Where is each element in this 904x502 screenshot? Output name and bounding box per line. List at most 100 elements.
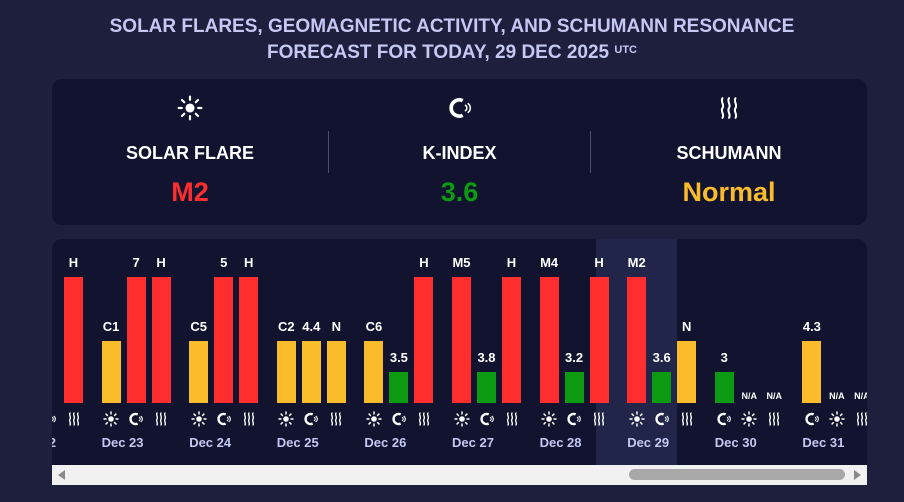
waves-icon [504, 411, 520, 427]
bar-value-label: M2 [627, 255, 646, 270]
bar-value-label: 7 [132, 255, 140, 270]
bar-value-label: M4 [540, 255, 559, 270]
summary-divider [328, 131, 329, 173]
magnet-icon [303, 411, 319, 427]
scroll-right-arrow-icon[interactable] [854, 470, 861, 480]
waves-icon [591, 95, 867, 121]
sun-icon [52, 95, 328, 121]
forecast-bar [239, 277, 259, 403]
title-date: FORECAST FOR TODAY, 29 DEC 2025 [267, 42, 610, 63]
day-date-label: Dec 26 [364, 435, 407, 450]
sun-icon [103, 411, 119, 427]
bar-value-label: C5 [190, 319, 207, 334]
horizontal-scrollbar[interactable] [52, 465, 867, 485]
k-index-label: K-INDEX [422, 143, 497, 163]
bar-value-label: 3 [720, 350, 728, 365]
magnet-icon [329, 95, 590, 121]
day-date-label: Dec 22 [52, 435, 56, 450]
schumann-label: SCHUMANN [676, 143, 782, 163]
title-line-1: SOLAR FLARES, GEOMAGNETIC ACTIVITY, AND … [109, 16, 795, 37]
waves-icon [66, 411, 82, 427]
forecast-summary-card: SOLAR FLARE M2 K-INDEX 3.6 SCHUMANN Norm… [52, 79, 867, 225]
forecast-bar [101, 341, 121, 403]
day-date-label: Dec 25 [276, 435, 319, 450]
sun-icon [190, 411, 207, 427]
bar-value-label: 5 [220, 255, 228, 270]
bar-value-label: N/A [829, 391, 845, 401]
forecast-bar [214, 277, 234, 403]
waves-icon [153, 411, 169, 427]
magnet-icon [804, 411, 820, 427]
sun-icon [741, 411, 758, 427]
bar-value-label: 4.3 [802, 319, 821, 334]
forecast-bar [364, 341, 384, 403]
bar-value-label: C6 [365, 319, 383, 334]
forecast-bar [452, 277, 471, 403]
sun-icon [541, 411, 557, 427]
forecast-bar [301, 341, 321, 403]
forecast-bar [151, 277, 171, 403]
bar-value-label: 3.8 [477, 350, 496, 365]
forecast-bar [126, 277, 146, 403]
bar-value-label: 3.6 [652, 350, 671, 365]
bar-value-label: C1 [102, 319, 120, 334]
sun-icon [628, 411, 645, 427]
day-date-label: Dec 23 [101, 435, 144, 450]
bar-value-label: H [156, 255, 166, 270]
forecast-bar [627, 277, 647, 403]
forecast-bar [477, 372, 496, 403]
day-date-label: Dec 31 [802, 435, 845, 450]
bar-value-label: M5 [452, 255, 471, 270]
sun-icon [366, 411, 382, 427]
magnet-icon [52, 411, 57, 427]
magnet-icon [128, 411, 144, 427]
bar-value-label: N/A [741, 391, 758, 401]
page-title: SOLAR FLARES, GEOMAGNETIC ACTIVITY, AND … [0, 14, 904, 66]
bar-value-label: C2 [277, 319, 295, 334]
magnet-icon [654, 411, 670, 427]
forecast-bar [276, 341, 296, 403]
waves-icon [679, 411, 695, 427]
scrollbar-thumb[interactable] [629, 469, 845, 480]
forecast-bar [326, 341, 346, 403]
solar-flare-value: M2 [171, 177, 209, 207]
bar-value-label: H [506, 255, 517, 270]
summary-solar-flare: SOLAR FLARE M2 [52, 79, 328, 225]
forecast-bar [652, 372, 672, 403]
sun-icon [453, 411, 470, 427]
sun-icon [829, 411, 845, 427]
forecast-bar [414, 277, 434, 403]
magnet-icon [566, 411, 582, 427]
day-date-label: Dec 28 [539, 435, 582, 450]
magnet-icon [479, 411, 495, 427]
waves-icon [591, 411, 607, 427]
forecast-bar [714, 372, 734, 403]
bar-value-label: 4.4 [302, 319, 321, 334]
forecast-bar [589, 277, 609, 403]
summary-k-index: K-INDEX 3.6 [329, 79, 590, 225]
waves-icon [241, 411, 257, 427]
day-date-label: Dec 27 [452, 435, 494, 450]
summary-divider [590, 131, 591, 173]
bar-value-label: N/A [854, 391, 867, 401]
title-line-2: FORECAST FOR TODAY, 29 DEC 2025 UTC [0, 40, 904, 66]
waves-icon [766, 411, 782, 427]
bar-value-label: H [419, 255, 429, 270]
waves-icon [328, 411, 344, 427]
bar-value-label: 3.5 [389, 350, 408, 365]
bar-value-label: H [243, 255, 254, 270]
magnet-icon [216, 411, 232, 427]
schumann-value: Normal [682, 177, 776, 207]
day-date-label: Dec 24 [189, 435, 232, 450]
day-date-label: Dec 29 [627, 435, 670, 450]
summary-schumann: SCHUMANN Normal [591, 79, 867, 225]
forecast-bar [64, 277, 83, 403]
forecast-bar [802, 341, 822, 403]
forecast-bar [564, 372, 584, 403]
magnet-icon [391, 411, 407, 427]
bar-value-label: N [331, 319, 341, 334]
bar-value-label: H [68, 255, 79, 270]
forecast-bar [189, 341, 209, 403]
scroll-left-arrow-icon[interactable] [58, 470, 65, 480]
forecast-bar [677, 341, 697, 403]
